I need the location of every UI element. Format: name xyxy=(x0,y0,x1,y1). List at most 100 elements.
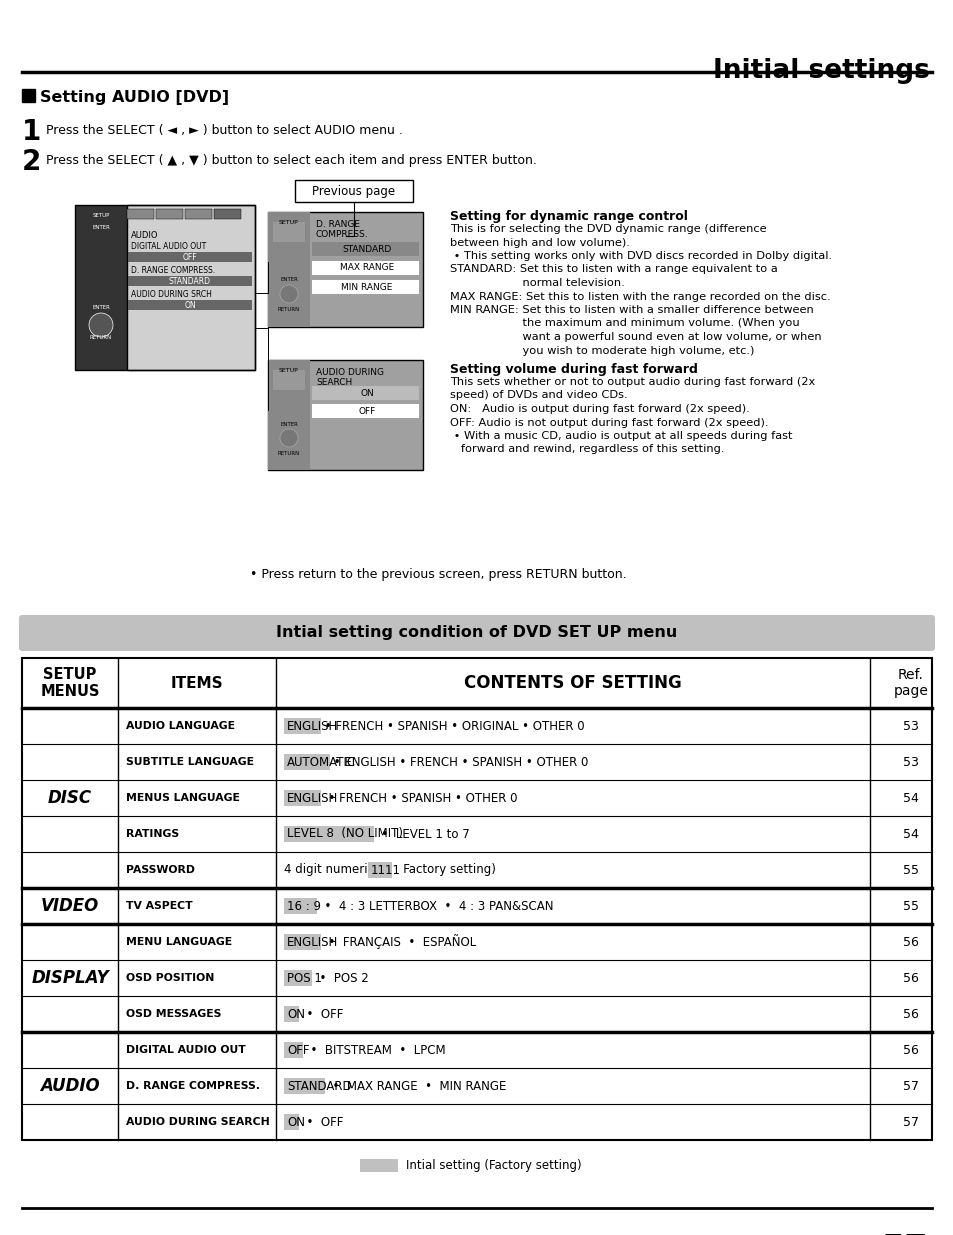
Bar xyxy=(368,862,392,878)
Text: 1: 1 xyxy=(22,119,41,146)
Text: •  OFF: • OFF xyxy=(298,1115,343,1129)
Text: This is for selecting the DVD dynamic range (difference: This is for selecting the DVD dynamic ra… xyxy=(450,224,766,233)
Text: RETURN: RETURN xyxy=(277,451,300,456)
Bar xyxy=(213,209,241,219)
Text: 57: 57 xyxy=(881,1233,927,1235)
Text: RETURN: RETURN xyxy=(90,335,112,340)
Bar xyxy=(127,209,153,219)
Text: ENGLISH: ENGLISH xyxy=(287,792,338,804)
Text: ENTER: ENTER xyxy=(280,422,297,427)
Bar xyxy=(22,924,931,960)
Bar xyxy=(22,995,931,1032)
Text: 54: 54 xyxy=(902,827,918,841)
Bar xyxy=(284,898,316,914)
Text: DIGITAL AUDIO OUT: DIGITAL AUDIO OUT xyxy=(126,1045,246,1055)
Text: speed) of DVDs and video CDs.: speed) of DVDs and video CDs. xyxy=(450,390,627,400)
Text: 16 : 9: 16 : 9 xyxy=(287,899,320,913)
Text: between high and low volume).: between high and low volume). xyxy=(450,237,629,247)
Text: Previous page: Previous page xyxy=(313,184,395,198)
Text: PASSWORD: PASSWORD xyxy=(126,864,194,876)
Text: forward and rewind, regardless of this setting.: forward and rewind, regardless of this s… xyxy=(450,445,723,454)
Text: RATINGS: RATINGS xyxy=(126,829,179,839)
Text: Intial setting (Factory setting): Intial setting (Factory setting) xyxy=(406,1160,581,1172)
Circle shape xyxy=(280,285,297,303)
Text: •  OFF: • OFF xyxy=(298,1008,343,1020)
Text: 53: 53 xyxy=(902,720,918,732)
Text: CONTENTS OF SETTING: CONTENTS OF SETTING xyxy=(464,674,681,692)
Text: • FRENCH • SPANISH • ORIGINAL • OTHER 0: • FRENCH • SPANISH • ORIGINAL • OTHER 0 xyxy=(320,720,584,732)
Text: Factory setting): Factory setting) xyxy=(392,863,495,877)
Text: Setting volume during fast forward: Setting volume during fast forward xyxy=(450,363,698,375)
Text: • ENGLISH • FRENCH • SPANISH • OTHER 0: • ENGLISH • FRENCH • SPANISH • OTHER 0 xyxy=(330,756,588,768)
Text: Ref.
page: Ref. page xyxy=(893,668,927,698)
Text: OFF: Audio is not output during fast forward (2x speed).: OFF: Audio is not output during fast for… xyxy=(450,417,768,427)
Text: LEVEL 8  (NO LIMIT): LEVEL 8 (NO LIMIT) xyxy=(287,827,402,841)
Text: want a powerful sound even at low volume, or when: want a powerful sound even at low volume… xyxy=(450,332,821,342)
Text: ON: ON xyxy=(287,1115,305,1129)
Text: Press the SELECT ( ◄ , ► ) button to select AUDIO menu .: Press the SELECT ( ◄ , ► ) button to sel… xyxy=(46,124,402,137)
Bar xyxy=(22,781,931,816)
Bar xyxy=(284,969,312,986)
Bar xyxy=(284,934,320,950)
Text: SUBTITLE LANGUAGE: SUBTITLE LANGUAGE xyxy=(126,757,253,767)
Text: ENGLISH: ENGLISH xyxy=(287,935,338,948)
Text: Setting AUDIO [DVD]: Setting AUDIO [DVD] xyxy=(40,90,229,105)
Text: STANDARD: STANDARD xyxy=(342,245,392,253)
Text: • With a music CD, audio is output at all speeds during fast: • With a music CD, audio is output at al… xyxy=(450,431,792,441)
Text: •  4 : 3 LETTERBOX  •  4 : 3 PAN&SCAN: • 4 : 3 LETTERBOX • 4 : 3 PAN&SCAN xyxy=(316,899,553,913)
Bar xyxy=(359,1158,397,1172)
Text: •  LEVEL 1 to 7: • LEVEL 1 to 7 xyxy=(374,827,469,841)
Text: AUTOMATIC: AUTOMATIC xyxy=(287,756,355,768)
Text: STANDARD: STANDARD xyxy=(169,277,211,285)
Bar xyxy=(312,261,418,275)
Bar xyxy=(22,888,931,924)
Bar xyxy=(156,209,183,219)
Text: •  POS 2: • POS 2 xyxy=(312,972,369,984)
Text: 1111: 1111 xyxy=(371,863,400,877)
Text: ENTER: ENTER xyxy=(92,305,110,310)
Text: MENUS LANGUAGE: MENUS LANGUAGE xyxy=(126,793,239,803)
Text: ON: ON xyxy=(184,300,195,310)
Text: D. RANGE: D. RANGE xyxy=(315,220,359,228)
Text: DISPLAY: DISPLAY xyxy=(31,969,109,987)
Text: MIN RANGE: Set this to listen with a smaller difference between: MIN RANGE: Set this to listen with a sma… xyxy=(450,305,813,315)
Text: ON: ON xyxy=(287,1008,305,1020)
Text: ENTER: ENTER xyxy=(92,225,110,230)
Bar xyxy=(22,618,931,648)
Bar xyxy=(22,658,931,1140)
Text: 2: 2 xyxy=(22,148,41,177)
Text: 57: 57 xyxy=(902,1115,918,1129)
Bar xyxy=(284,1114,298,1130)
Bar xyxy=(284,755,330,769)
Text: 55: 55 xyxy=(902,863,918,877)
Text: SETUP: SETUP xyxy=(92,212,110,219)
Text: ITEMS: ITEMS xyxy=(171,676,223,690)
Bar xyxy=(22,658,931,708)
Text: 56: 56 xyxy=(902,1044,918,1056)
Text: •  FRANÇAIS  •  ESPAÑOL: • FRANÇAIS • ESPAÑOL xyxy=(320,935,476,950)
Text: •  MAX RANGE  •  MIN RANGE: • MAX RANGE • MIN RANGE xyxy=(325,1079,506,1093)
Text: the maximum and minimum volume. (When you: the maximum and minimum volume. (When yo… xyxy=(450,319,799,329)
Text: 56: 56 xyxy=(902,935,918,948)
Text: •  BITSTREAM  •  LPCM: • BITSTREAM • LPCM xyxy=(303,1044,445,1056)
Text: COMPRESS.: COMPRESS. xyxy=(315,230,368,240)
Text: RETURN: RETURN xyxy=(277,308,300,312)
Text: DISC: DISC xyxy=(48,789,92,806)
Bar xyxy=(22,852,931,888)
Text: • Press return to the previous screen, press RETURN button.: • Press return to the previous screen, p… xyxy=(250,568,626,580)
Text: D. RANGE COMPRESS.: D. RANGE COMPRESS. xyxy=(126,1081,260,1091)
Text: 56: 56 xyxy=(902,972,918,984)
Text: 53: 53 xyxy=(902,756,918,768)
Text: SETUP: SETUP xyxy=(279,368,298,373)
Bar xyxy=(22,1032,931,1068)
Bar xyxy=(268,212,422,327)
Bar xyxy=(268,212,310,327)
Text: you wish to moderate high volume, etc.): you wish to moderate high volume, etc.) xyxy=(450,346,754,356)
Text: Intial setting condition of DVD SET UP menu: Intial setting condition of DVD SET UP m… xyxy=(276,625,677,641)
Bar xyxy=(22,1104,931,1140)
Bar xyxy=(128,252,252,262)
Text: AUDIO DURING SEARCH: AUDIO DURING SEARCH xyxy=(126,1116,270,1128)
Text: AUDIO LANGUAGE: AUDIO LANGUAGE xyxy=(126,721,234,731)
Bar xyxy=(284,826,374,842)
Text: MENU LANGUAGE: MENU LANGUAGE xyxy=(126,937,232,947)
